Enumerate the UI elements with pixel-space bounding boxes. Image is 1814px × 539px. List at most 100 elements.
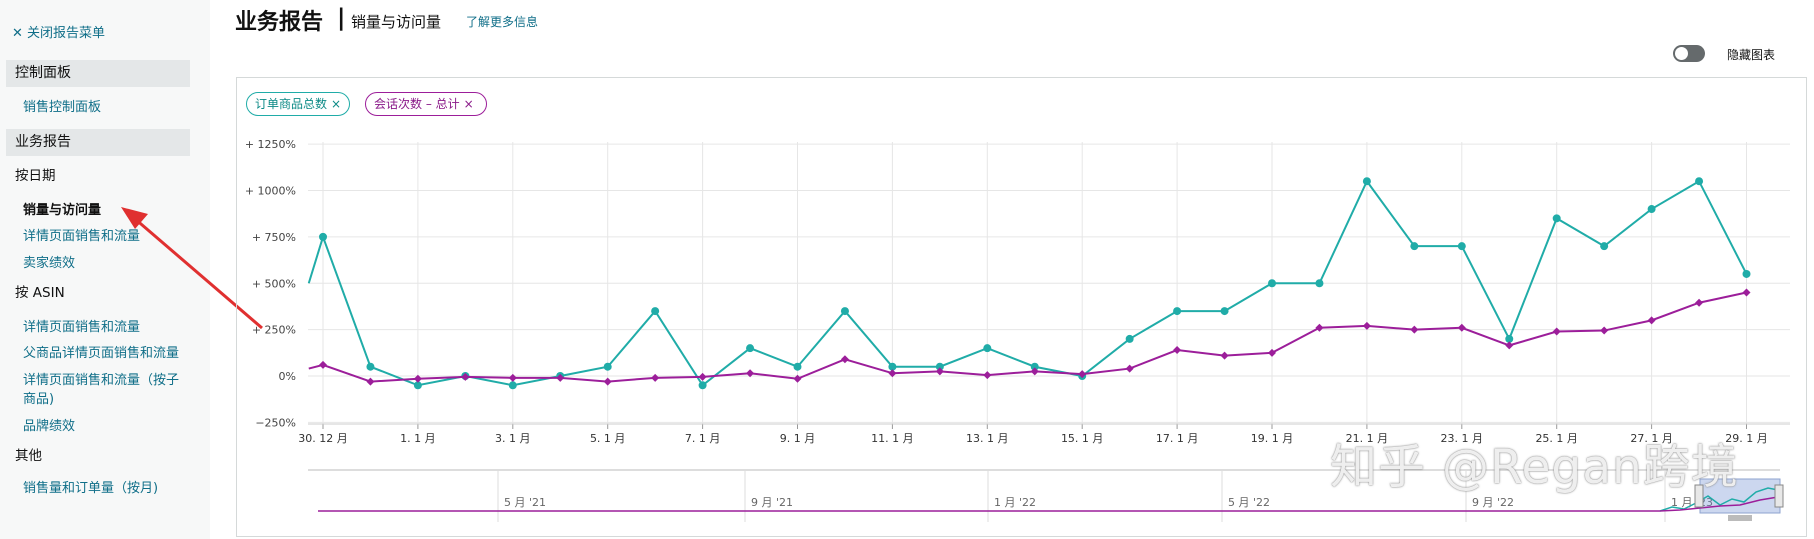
data-point bbox=[1315, 279, 1324, 288]
data-point bbox=[746, 369, 755, 378]
sidebar-item-seller-performance[interactable]: 卖家绩效 bbox=[23, 256, 76, 271]
x-tick-label: 13. 1 月 bbox=[966, 432, 1009, 445]
navigator-right-handle bbox=[1774, 484, 1784, 508]
by-asin-label: 按 ASIN bbox=[15, 285, 65, 301]
navigator-label: 9 月 '22 bbox=[1472, 496, 1514, 509]
metric-chip-sessions[interactable]: 会话次数 – 总计 × bbox=[365, 92, 487, 116]
x-tick-label: 11. 1 月 bbox=[871, 432, 914, 445]
x-tick-label: 17. 1 月 bbox=[1156, 432, 1199, 445]
y-axis: + 1250% + 1000% + 750% + 500% + 250% 0% −250% bbox=[245, 138, 296, 429]
x-tick-label: 15. 1 月 bbox=[1061, 432, 1104, 445]
y-tick-label: + 1250% bbox=[245, 138, 296, 151]
data-point bbox=[413, 381, 422, 390]
sidebar-item-parent-detail-page[interactable]: 父商品详情页面销售和流量 bbox=[23, 346, 180, 361]
data-point bbox=[983, 371, 992, 380]
learn-more-link[interactable]: 了解更多信息 bbox=[466, 15, 539, 29]
hide-chart-toggle[interactable] bbox=[1673, 45, 1705, 62]
data-point bbox=[1552, 327, 1561, 336]
page-subtitle: 销量与访问量 bbox=[351, 13, 442, 31]
data-point bbox=[1457, 242, 1466, 251]
data-point bbox=[698, 372, 707, 381]
data-point bbox=[603, 377, 612, 386]
data-point bbox=[1742, 288, 1751, 297]
navigator-mini-line bbox=[1659, 487, 1779, 512]
navigator-scroll-grip bbox=[1728, 515, 1752, 521]
data-point bbox=[1315, 323, 1324, 332]
sidebar-item-child-detail-page[interactable]: 详情页面销售和流量（按子 商品) bbox=[23, 373, 180, 407]
data-point bbox=[366, 362, 375, 371]
navigator-mini-line bbox=[1659, 496, 1779, 512]
y-tick-label: + 750% bbox=[252, 231, 296, 244]
data-point bbox=[1078, 370, 1087, 379]
data-point bbox=[508, 381, 517, 390]
close-report-menu-link[interactable]: ✕ 关闭报告菜单 bbox=[12, 26, 106, 41]
y-tick-label: 0% bbox=[279, 370, 296, 383]
data-point bbox=[1220, 351, 1229, 360]
data-point bbox=[1362, 177, 1371, 186]
data-point bbox=[888, 362, 897, 371]
x-tick-label: 21. 1 月 bbox=[1346, 432, 1389, 445]
data-point bbox=[840, 355, 849, 364]
data-point bbox=[840, 307, 849, 316]
x-tick-label: 7. 1 月 bbox=[685, 432, 721, 445]
data-point bbox=[935, 367, 944, 376]
range-navigator[interactable]: 5 月 '21 9 月 '21 1 月 '22 5 月 '22 9 月 '22 1 月 '… bbox=[308, 469, 1784, 522]
data-point bbox=[1647, 316, 1656, 325]
chip-close-icon[interactable]: × bbox=[331, 97, 342, 111]
data-point bbox=[651, 307, 660, 316]
title-separator: | bbox=[337, 5, 346, 31]
series-line bbox=[308, 291, 1747, 383]
x-tick-label: 5. 1 月 bbox=[590, 432, 626, 445]
data-point bbox=[1695, 298, 1704, 307]
data-point bbox=[1173, 346, 1182, 355]
data-point bbox=[1125, 334, 1134, 343]
data-point bbox=[1125, 364, 1134, 373]
toggle-knob bbox=[1675, 47, 1688, 60]
navigator-label: 9 月 '21 bbox=[751, 496, 793, 509]
x-tick-label: 27. 1 月 bbox=[1630, 432, 1673, 445]
chip-close-icon[interactable]: × bbox=[463, 97, 474, 111]
data-point bbox=[1030, 367, 1039, 376]
hide-chart-label: 隐藏图表 bbox=[1727, 48, 1776, 62]
data-point bbox=[1742, 269, 1751, 278]
chart-panel bbox=[236, 77, 1807, 537]
data-point bbox=[1410, 242, 1419, 251]
by-date-label: 按日期 bbox=[15, 168, 56, 184]
data-point bbox=[1600, 326, 1609, 335]
sidebar-item-sales-dashboard[interactable]: 销售控制面板 bbox=[23, 100, 102, 115]
data-point bbox=[1268, 348, 1276, 357]
data-point bbox=[413, 374, 422, 383]
data-point bbox=[983, 344, 992, 353]
section-business-report-header: 业务报告 bbox=[6, 129, 190, 156]
y-tick-label: + 500% bbox=[252, 277, 296, 290]
data-point bbox=[1647, 205, 1656, 214]
page-title: 业务报告 bbox=[235, 10, 324, 35]
section-dashboard-header: 控制面板 bbox=[6, 60, 190, 87]
data-point bbox=[1362, 321, 1371, 330]
series-line bbox=[307, 179, 1748, 387]
sidebar-item-sales-traffic[interactable]: 销量与访问量 bbox=[23, 203, 102, 218]
data-point bbox=[319, 232, 327, 241]
x-tick-label: 1. 1 月 bbox=[400, 432, 436, 445]
y-tick-label: + 1000% bbox=[245, 185, 296, 198]
other-label: 其他 bbox=[15, 448, 42, 464]
chart-series bbox=[307, 177, 1751, 390]
data-point bbox=[698, 381, 707, 390]
watermark: 知乎 @Regan跨境 bbox=[1330, 440, 1739, 495]
data-point bbox=[1505, 334, 1514, 343]
data-point bbox=[603, 362, 612, 371]
data-point bbox=[793, 374, 802, 383]
data-point bbox=[1410, 325, 1419, 334]
close-icon: ✕ bbox=[12, 26, 23, 41]
data-point bbox=[1220, 307, 1229, 316]
data-point bbox=[1505, 341, 1514, 350]
sidebar-item-brand-performance[interactable]: 品牌绩效 bbox=[23, 419, 76, 434]
sidebar-item-asin-detail-page[interactable]: 详情页面销售和流量 bbox=[23, 320, 141, 335]
x-tick-label: 9. 1 月 bbox=[780, 432, 816, 445]
sidebar-item-detail-page-sales[interactable]: 详情页面销售和流量 bbox=[23, 229, 141, 244]
metric-chip-ordered-items[interactable]: 订单商品总数 × bbox=[246, 92, 350, 116]
data-point bbox=[461, 372, 470, 381]
sidebar-item-monthly-sales-orders[interactable]: 销售量和订单量（按月) bbox=[23, 481, 159, 496]
x-tick-label: 30. 12 月 bbox=[298, 432, 347, 445]
